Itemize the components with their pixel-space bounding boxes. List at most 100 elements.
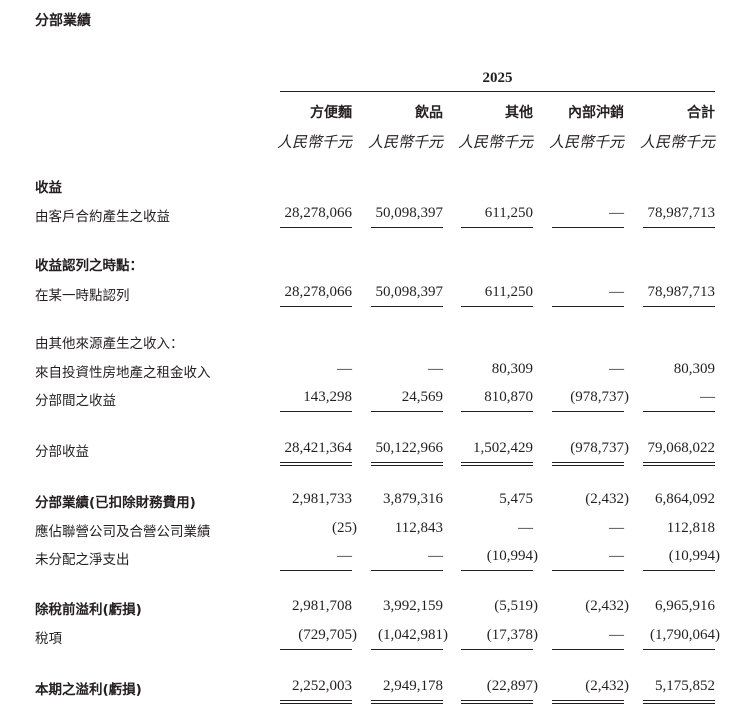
- cell-value: 143,298: [303, 389, 352, 405]
- cell-value: 80,309: [673, 361, 715, 377]
- cell-value: —: [609, 627, 624, 643]
- row-label: 由客戶合約產生之收益: [35, 209, 170, 225]
- cell-value: 50,098,397: [375, 205, 444, 221]
- section-title: 分部業績: [35, 13, 91, 29]
- column-header: 內部沖銷: [568, 105, 624, 121]
- column-unit: 人民幣千元: [367, 135, 443, 151]
- underline: [643, 411, 715, 412]
- underline: [280, 649, 352, 650]
- cell-value: (17,378): [486, 627, 538, 643]
- cell-value: 6,864,092: [655, 491, 715, 507]
- cell-value: 3,992,159: [383, 598, 443, 614]
- cell-value: 2,981,733: [292, 491, 352, 507]
- underline: [461, 411, 533, 412]
- cell-value: —: [428, 548, 443, 564]
- cell-value: 5,475: [499, 491, 533, 507]
- underline: [643, 306, 715, 307]
- row-label: 收益: [35, 180, 62, 196]
- underline: [280, 570, 352, 571]
- double-underline: [461, 462, 533, 466]
- column-header: 合計: [687, 105, 715, 121]
- underline: [461, 227, 533, 228]
- column-unit: 人民幣千元: [639, 135, 715, 151]
- underline: [552, 649, 624, 650]
- cell-value: 50,122,966: [375, 440, 444, 456]
- double-underline: [280, 462, 352, 466]
- cell-value: (1,790,064): [650, 627, 720, 643]
- cell-value: (25): [332, 520, 357, 536]
- double-underline: [552, 462, 624, 466]
- column-header: 飲品: [415, 105, 443, 121]
- cell-value: 50,098,397: [375, 284, 444, 300]
- cell-value: 2,252,003: [292, 678, 352, 694]
- underline: [461, 306, 533, 307]
- cell-value: 28,278,066: [284, 205, 353, 221]
- cell-value: 3,879,316: [383, 491, 443, 507]
- cell-value: —: [518, 520, 533, 536]
- double-underline: [643, 700, 715, 704]
- cell-value: (978,737): [570, 389, 629, 405]
- row-label: 分部業績(已扣除財務費用): [35, 495, 196, 511]
- double-underline: [643, 462, 715, 466]
- underline: [552, 306, 624, 307]
- cell-value: 1,502,429: [473, 440, 533, 456]
- cell-value: 28,421,364: [284, 440, 353, 456]
- underline: [371, 227, 443, 228]
- row-label: 應佔聯營公司及合營公司業績: [35, 524, 211, 540]
- cell-value: 2,981,708: [292, 598, 352, 614]
- cell-value: (22,897): [486, 678, 538, 694]
- column-header: 方便麵: [310, 105, 352, 121]
- cell-value: 112,818: [666, 520, 715, 536]
- year-header: 2025: [482, 70, 513, 86]
- year-divider: [280, 91, 715, 92]
- cell-value: 79,068,022: [647, 440, 716, 456]
- cell-value: (10,994): [486, 548, 538, 564]
- cell-value: (978,737): [570, 440, 629, 456]
- underline: [280, 411, 352, 412]
- cell-value: —: [337, 361, 352, 377]
- underline: [552, 570, 624, 571]
- cell-value: —: [337, 548, 352, 564]
- cell-value: 6,965,916: [655, 598, 715, 614]
- underline: [280, 227, 352, 228]
- cell-value: (10,994): [668, 548, 720, 564]
- underline: [552, 411, 624, 412]
- underline: [371, 306, 443, 307]
- cell-value: —: [700, 389, 715, 405]
- row-label: 來自投資性房地產之租金收入: [35, 365, 211, 381]
- column-unit: 人民幣千元: [457, 135, 533, 151]
- cell-value: —: [609, 284, 624, 300]
- row-label: 收益認列之時點：: [35, 258, 143, 274]
- cell-value: 80,309: [491, 361, 533, 377]
- column-header: 其他: [505, 105, 533, 121]
- cell-value: 2,949,178: [383, 678, 443, 694]
- cell-value: 28,278,066: [284, 284, 353, 300]
- underline: [643, 649, 715, 650]
- cell-value: (2,432): [585, 491, 629, 507]
- cell-value: 112,843: [394, 520, 443, 536]
- cell-value: —: [609, 361, 624, 377]
- cell-value: 24,569: [401, 389, 443, 405]
- cell-value: 810,870: [484, 389, 533, 405]
- double-underline: [552, 700, 624, 704]
- cell-value: 611,250: [484, 284, 533, 300]
- underline: [371, 649, 443, 650]
- cell-value: (1,042,981): [378, 627, 448, 643]
- underline: [552, 227, 624, 228]
- row-label: 稅項: [35, 631, 62, 647]
- row-label: 分部收益: [35, 444, 89, 460]
- cell-value: (729,705): [298, 627, 357, 643]
- cell-value: —: [609, 205, 624, 221]
- column-unit: 人民幣千元: [276, 135, 352, 151]
- cell-value: (5,519): [494, 598, 538, 614]
- cell-value: (2,432): [585, 678, 629, 694]
- double-underline: [280, 700, 352, 704]
- underline: [280, 306, 352, 307]
- underline: [461, 570, 533, 571]
- cell-value: —: [609, 548, 624, 564]
- column-unit: 人民幣千元: [548, 135, 624, 151]
- double-underline: [371, 700, 443, 704]
- underline: [461, 649, 533, 650]
- cell-value: 78,987,713: [647, 284, 716, 300]
- cell-value: (2,432): [585, 598, 629, 614]
